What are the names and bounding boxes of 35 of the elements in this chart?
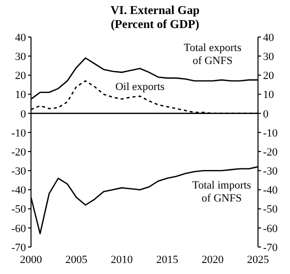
x-tick-label: 2000 — [20, 254, 42, 266]
y2-tick-label: 20 — [263, 70, 274, 82]
y-tick-label: -20 — [11, 146, 26, 158]
y-tick-label: -40 — [11, 184, 26, 197]
x-tick-label: 2010 — [110, 254, 134, 266]
y2-tick-label: -30 — [263, 166, 278, 178]
y2-tick-label: -20 — [263, 146, 278, 158]
y-tick-label: 40 — [15, 32, 26, 44]
series-label: Total exports of GNFS — [184, 42, 242, 67]
y2-tick-label: 0 — [263, 108, 269, 120]
x-tick-label: 2020 — [202, 254, 224, 266]
series-label: Total imports of GNFS — [192, 180, 252, 205]
y2-tick-label: -60 — [263, 222, 278, 235]
y-tick-label: -30 — [11, 166, 26, 178]
chart-subtitle: (Percent of GDP) — [110, 17, 200, 31]
x-tick-label: 2025 — [247, 254, 270, 266]
y-tick-label: 20 — [15, 70, 26, 82]
y-tick-label: -10 — [11, 127, 26, 140]
y-tick-label: -60 — [11, 222, 26, 235]
y2-tick-label: 30 — [263, 50, 274, 63]
y-tick-label: -50 — [11, 204, 26, 216]
y-tick-label: -70 — [11, 242, 26, 254]
series-label: Oil exports — [115, 81, 165, 94]
y2-tick-label: -50 — [263, 204, 278, 216]
y2-tick-label: -70 — [263, 242, 278, 254]
y2-tick-label: -10 — [263, 127, 278, 140]
y-tick-label: 0 — [20, 108, 26, 120]
y-tick-label: 30 — [15, 50, 26, 63]
y2-tick-label: -40 — [263, 184, 278, 197]
x-tick-label: 2005 — [65, 254, 88, 266]
y-tick-label: 10 — [15, 89, 26, 102]
y2-tick-label: 10 — [263, 89, 274, 102]
chart-title: VI. External Gap — [109, 3, 200, 17]
x-tick-label: 2015 — [156, 254, 179, 266]
y2-tick-label: 40 — [263, 32, 274, 44]
